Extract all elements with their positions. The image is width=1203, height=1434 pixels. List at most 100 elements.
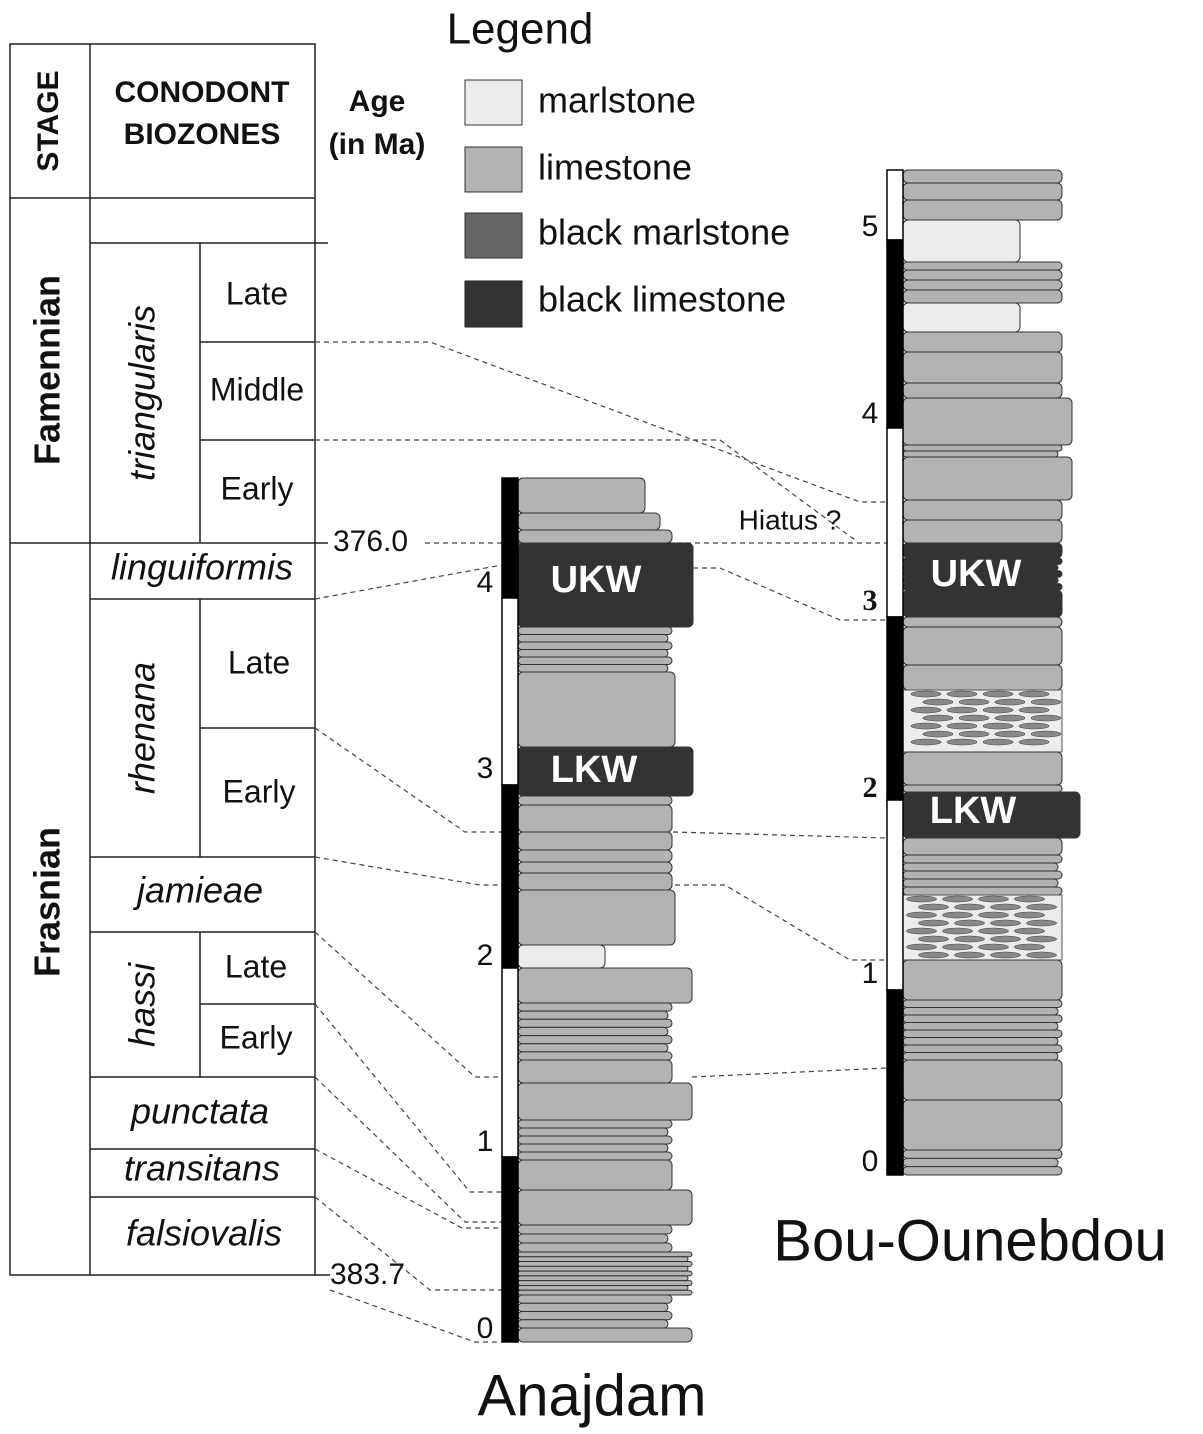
biozone: jamieae [132,870,263,911]
bed [517,889,676,946]
correlation-line [314,1148,502,1229]
biozone: linguiformis [111,547,293,588]
correlation-line [675,884,887,961]
limestone-nodule [922,714,954,722]
subzone: Early [223,773,296,809]
section-name: Anajdam [478,1363,707,1428]
scale-label: 3 [477,752,494,785]
bed [902,444,1063,452]
limestone-nodule [954,903,985,911]
bed [517,804,673,833]
stage-name: Frasnian [27,827,68,977]
limestone-nodule [990,919,1021,927]
bed [517,861,673,874]
bed [517,967,693,1004]
limestone-nodule [958,698,990,706]
bed [517,1251,693,1258]
limestone-nodule [942,911,973,919]
bed [902,289,1063,304]
marker-label: UKW [551,559,642,601]
bed [517,512,661,531]
section-labels: Hiatus ? Anajdam Bou-Ounebdou 0 1 2 3 4 … [477,210,1167,1428]
bed [517,1294,673,1304]
polarity-segment [501,784,519,969]
bed [517,1327,693,1343]
limestone-nodule [1014,927,1045,935]
bed [517,1256,689,1263]
bed [902,302,1021,333]
bed [517,1119,673,1129]
header-age: (in Ma) [329,128,426,161]
bed [517,944,606,969]
biozone: transitans [124,1148,280,1189]
bed [517,1035,673,1045]
limestone-nodule [954,951,985,959]
limestone-nodule [954,919,985,927]
correlation-line [314,1003,502,1193]
limestone-nodule [1018,706,1050,714]
stage-name: Famennian [27,275,68,465]
limestone-nodule [910,706,942,714]
scale-label: 5 [862,210,879,243]
correlation-line [314,931,502,1078]
correlation-line [693,567,887,621]
correlation-line [314,1196,502,1291]
limestone-nodule [906,895,937,903]
bed [902,878,1059,888]
correlation-line [315,341,887,503]
limestone-nodule [958,714,990,722]
bed [902,854,1063,864]
bed [902,279,1063,291]
bed [902,1007,1059,1016]
bed [517,641,673,650]
bed [517,1261,693,1267]
bed [902,616,1063,628]
bed [902,626,1063,666]
bed [517,1275,689,1282]
bed [902,182,1063,201]
bed [517,872,673,891]
legend-swatch [464,79,523,126]
polarity-segment [886,427,904,618]
limestone-nodule [942,943,973,951]
limestone-nodule [958,730,990,738]
bed [517,1143,669,1153]
bed [517,626,673,635]
bed [517,1270,693,1277]
legend-label: marlstone [538,80,696,121]
bed [902,1037,1059,1046]
limestone-nodule [1018,722,1050,730]
bed [517,1051,673,1061]
bed [517,656,673,665]
limestone-nodule [954,935,985,943]
limestone-nodule [978,943,1009,951]
limestone-nodule [982,722,1014,730]
limestone-nodule [978,927,1009,935]
bed [902,751,1063,786]
bed [902,886,1063,896]
biozone: triangularis [122,305,163,481]
bed [902,1149,1063,1159]
bed [517,1059,673,1084]
bed [902,382,1063,399]
bed [902,261,1063,271]
limestone-nodule [978,911,1009,919]
bed [517,795,673,806]
bed [902,269,1063,281]
limestone-nodule [1026,951,1057,959]
bed [517,634,669,643]
polarity-segment [886,616,904,801]
bed [902,664,1063,691]
subzone: Late [226,275,288,311]
scale-label: 1 [862,957,879,990]
limestone-nodule [906,911,937,919]
polarity-segment [501,967,519,1158]
polarity-segment [501,477,519,599]
limestone-nodule [1026,935,1057,943]
bed [902,1044,1063,1053]
correlation-line [691,1067,888,1078]
limestone-nodule [1018,690,1050,698]
limestone-nodule [1018,738,1050,746]
polarity-segment [886,799,904,991]
